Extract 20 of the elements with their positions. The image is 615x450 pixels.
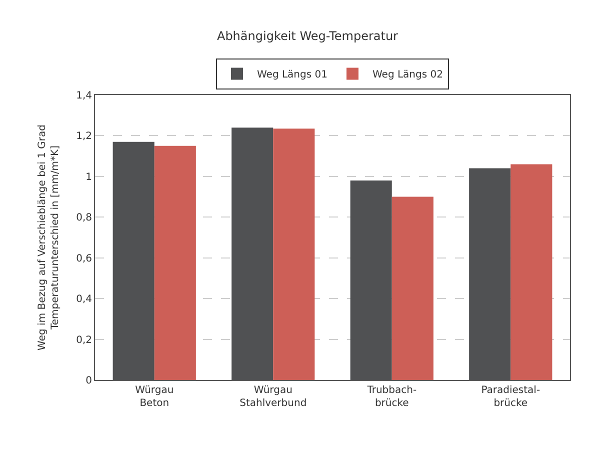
x-tick-label: Trubbach- brücke bbox=[366, 385, 417, 409]
y-tick-label: 0,6 bbox=[76, 253, 92, 264]
x-tick-label: Würgau Stahlverbund bbox=[240, 385, 307, 409]
y-tick-label: 0,8 bbox=[76, 212, 92, 224]
y-tick-label: 1,2 bbox=[76, 131, 92, 142]
bar bbox=[510, 164, 552, 380]
bar bbox=[273, 128, 315, 380]
chart-title: Abhängigkeit Weg-Temperatur bbox=[216, 28, 398, 43]
bar bbox=[154, 146, 196, 380]
y-tick-label: 0,2 bbox=[76, 334, 92, 346]
bar bbox=[392, 196, 434, 380]
y-tick-label: 1,4 bbox=[76, 90, 92, 102]
y-axis-title: Weg im Bezug auf Verschieblänge bei 1 Grad Temperaturunterschied in [mm/m*K] bbox=[37, 124, 62, 350]
y-tick-label: 0,4 bbox=[76, 294, 92, 306]
y-tick-label: 0 bbox=[86, 376, 92, 386]
legend-label: Weg Längs 01 bbox=[257, 70, 328, 81]
y-tick-label: 1 bbox=[86, 172, 92, 183]
x-tick-label: Paradiestal- brücke bbox=[481, 385, 540, 409]
legend-label: Weg Längs 02 bbox=[372, 70, 443, 81]
x-tick-label: Würgau Beton bbox=[135, 385, 174, 409]
